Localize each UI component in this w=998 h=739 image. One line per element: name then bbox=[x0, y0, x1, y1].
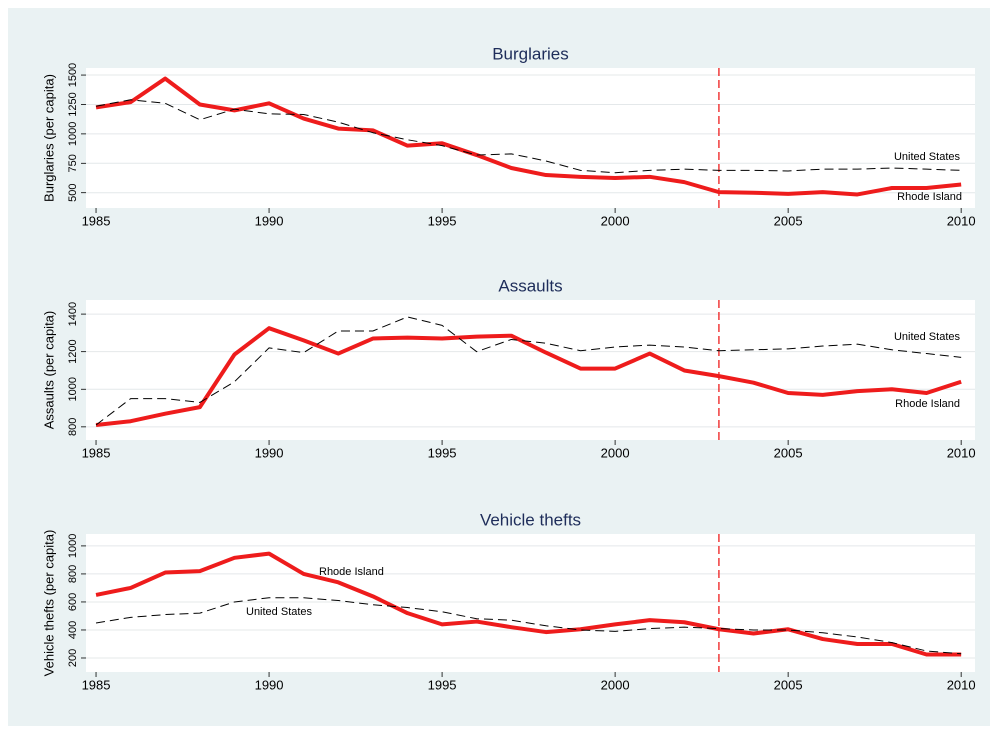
x-tick-label: 2010 bbox=[947, 445, 976, 460]
y-tick-label: 1400 bbox=[67, 302, 79, 326]
series-label: Rhode Island bbox=[897, 191, 962, 203]
series-line bbox=[95, 99, 962, 174]
x-tick-label: 2005 bbox=[774, 677, 803, 692]
x-tick-label: 1985 bbox=[82, 213, 111, 228]
series-label: United States bbox=[894, 331, 961, 343]
y-axis-label: Burglaries (per capita) bbox=[41, 74, 56, 202]
x-tick-label: 2010 bbox=[947, 677, 976, 692]
plot-area bbox=[86, 68, 975, 208]
x-tick-label: 1990 bbox=[255, 677, 284, 692]
series-label: United States bbox=[894, 151, 961, 163]
y-tick-label: 1250 bbox=[67, 92, 79, 116]
series-line bbox=[95, 597, 962, 655]
x-tick-label: 1990 bbox=[255, 213, 284, 228]
series-label: Rhode Island bbox=[319, 566, 384, 578]
y-tick-label: 800 bbox=[67, 418, 79, 436]
panel-title: Vehicle thefts bbox=[480, 510, 581, 529]
x-tick-label: 2000 bbox=[601, 677, 630, 692]
series-line bbox=[95, 316, 962, 426]
x-tick-label: 2000 bbox=[601, 445, 630, 460]
x-tick-label: 2000 bbox=[601, 213, 630, 228]
y-tick-label: 800 bbox=[67, 565, 79, 583]
y-tick-label: 1000 bbox=[67, 122, 79, 146]
y-tick-label: 1500 bbox=[67, 63, 79, 87]
x-tick-label: 2005 bbox=[774, 213, 803, 228]
x-tick-label: 1995 bbox=[428, 445, 457, 460]
x-tick-label: 1985 bbox=[82, 677, 111, 692]
plot-area bbox=[86, 300, 975, 440]
y-axis-label: Assaults (per capita) bbox=[41, 311, 56, 430]
series-line bbox=[95, 76, 962, 197]
series-line bbox=[95, 326, 962, 427]
y-tick-label: 1000 bbox=[67, 377, 79, 401]
x-tick-label: 2005 bbox=[774, 445, 803, 460]
x-tick-label: 1990 bbox=[255, 445, 284, 460]
y-tick-label: 200 bbox=[67, 649, 79, 667]
y-tick-label: 1000 bbox=[67, 534, 79, 558]
y-tick-label: 400 bbox=[67, 621, 79, 639]
y-tick-label: 600 bbox=[67, 593, 79, 611]
panel-title: Assaults bbox=[498, 276, 562, 295]
y-tick-label: 500 bbox=[67, 184, 79, 202]
x-tick-label: 2010 bbox=[947, 213, 976, 228]
x-tick-label: 1995 bbox=[428, 213, 457, 228]
series-label: Rhode Island bbox=[895, 398, 960, 410]
x-tick-label: 1995 bbox=[428, 677, 457, 692]
plot-area bbox=[86, 534, 975, 672]
panel-title: Burglaries bbox=[492, 44, 569, 63]
y-tick-label: 1200 bbox=[67, 339, 79, 363]
y-tick-label: 750 bbox=[67, 154, 79, 172]
y-axis-label: Vehicle thefts (per capita) bbox=[41, 530, 56, 677]
series-line bbox=[95, 551, 962, 657]
series-label: United States bbox=[246, 606, 313, 618]
x-tick-label: 1985 bbox=[82, 445, 111, 460]
